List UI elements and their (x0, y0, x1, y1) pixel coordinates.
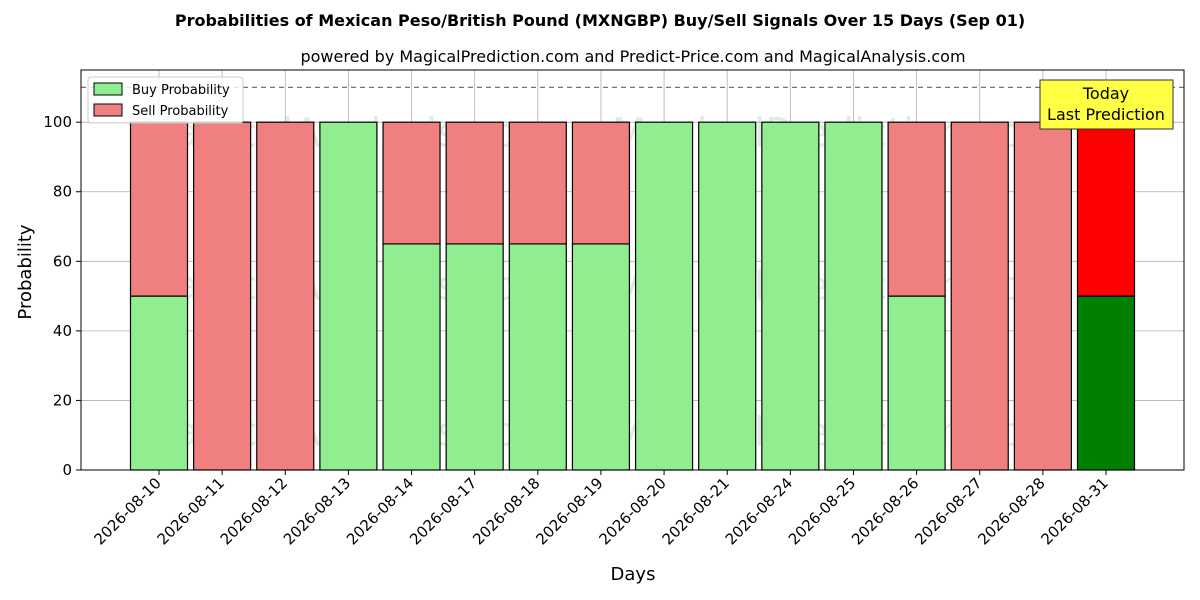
x-tick-label: 2026-08-20 (596, 474, 670, 548)
x-axis-label: Days (611, 564, 656, 585)
bar-sell (1076, 121, 1136, 297)
bar-buy (887, 295, 946, 471)
legend-frame (87, 76, 244, 124)
x-tick-label: 2026-08-25 (785, 474, 859, 548)
today-annotation: Today Last Prediction (1039, 79, 1174, 130)
bar-buy (634, 121, 694, 471)
x-tick-label: 2026-08-10 (90, 474, 164, 548)
bar-buy (382, 243, 441, 471)
bar-sell (382, 121, 441, 245)
y-tick-label: 0 (62, 461, 72, 479)
bar-buy (571, 243, 631, 471)
x-tick-label: 2026-08-17 (406, 474, 480, 548)
legend-swatch-sell (93, 103, 123, 117)
bar-sell (129, 121, 189, 297)
x-tick-label: 2026-08-24 (722, 474, 796, 548)
annotation-box (1039, 79, 1174, 130)
bar-sell (571, 121, 631, 245)
bar-sell (256, 121, 315, 471)
x-tick-label: 2026-08-13 (280, 474, 354, 548)
bar-sell (1013, 121, 1072, 471)
bar-sell (193, 121, 252, 471)
y-tick-label: 40 (53, 322, 72, 340)
x-tick-label: 2026-08-27 (911, 474, 985, 548)
bar-buy (445, 243, 504, 471)
annotation-line-2: Last Prediction (1047, 105, 1165, 124)
bar-buy (1076, 295, 1136, 471)
y-tick-label: 60 (53, 252, 72, 270)
x-tick-label: 2026-08-12 (217, 474, 291, 548)
legend-swatch-buy (93, 82, 123, 96)
bar-sell (950, 121, 1009, 471)
bar-sell (887, 121, 946, 297)
y-tick-label: 20 (53, 391, 72, 409)
bar-sell (445, 121, 504, 245)
x-tick-label: 2026-08-11 (154, 474, 228, 548)
chart-subtitle: powered by MagicalPrediction.com and Pre… (300, 47, 965, 66)
legend-label-sell: Sell Probability (132, 104, 229, 119)
x-tick-label: 2026-08-21 (659, 474, 733, 548)
bar-buy (698, 121, 757, 471)
y-axis-ticks: 0 20 40 60 80 100 (43, 113, 81, 479)
bar-buy (129, 295, 189, 471)
bar-sell (508, 121, 567, 245)
x-tick-label: 2026-08-14 (343, 474, 417, 548)
bar-buy (824, 121, 883, 471)
x-tick-label: 2026-08-18 (469, 474, 543, 548)
x-tick-label: 2026-08-31 (1037, 474, 1111, 548)
y-axis-label: Probability (15, 224, 36, 319)
bar-buy (761, 121, 820, 471)
legend: Buy Probability Sell Probability (87, 76, 244, 124)
x-tick-label: 2026-08-26 (848, 474, 922, 548)
plot-frame (80, 69, 1185, 471)
annotation-line-1: Today (1082, 84, 1129, 103)
legend-label-buy: Buy Probability (132, 83, 230, 98)
y-tick-label: 100 (43, 113, 72, 131)
x-tick-label: 2026-08-19 (532, 474, 606, 548)
bar-buy (319, 121, 378, 471)
y-tick-label: 80 (53, 183, 72, 201)
bars (129, 121, 1136, 471)
x-tick-label: 2026-08-28 (974, 474, 1048, 548)
chart-title: Probabilities of Mexican Peso/British Po… (175, 11, 1025, 30)
bar-buy (508, 243, 567, 471)
x-axis-ticks: 2026-08-102026-08-112026-08-122026-08-13… (90, 470, 1112, 548)
